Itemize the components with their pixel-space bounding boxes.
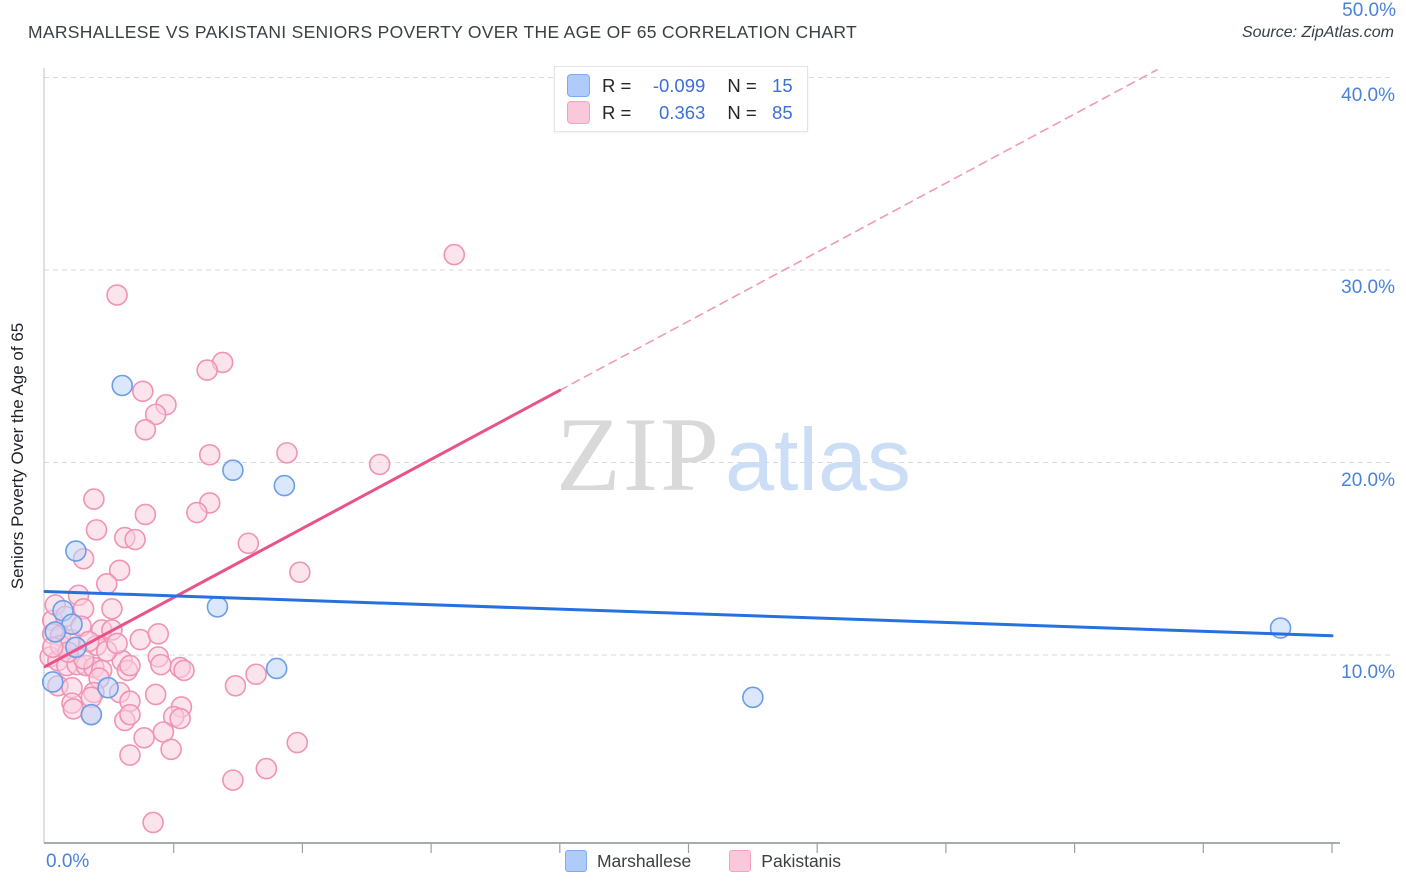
trend-line-marshallese-solid [43, 589, 1334, 638]
data-point-pakistanis [289, 561, 311, 584]
r-label: R = [602, 74, 632, 96]
data-point-marshallese [80, 703, 103, 726]
data-point-marshallese [111, 374, 134, 397]
data-point-pakistanis [173, 659, 195, 682]
data-point-marshallese [742, 686, 764, 709]
y-axis-tick-label-30.0%: 30.0% [1341, 277, 1395, 298]
r-value-marshallese: -0.099 [652, 74, 706, 96]
n-value-marshallese: 15 [772, 74, 793, 96]
data-point-pakistanis [276, 442, 298, 464]
data-point-pakistanis [83, 488, 105, 510]
data-point-pakistanis [134, 418, 157, 441]
data-point-pakistanis [124, 528, 146, 551]
data-point-pakistanis [368, 453, 391, 476]
marshallese-swatch-icon [567, 74, 590, 97]
data-point-pakistanis [132, 380, 154, 403]
data-point-marshallese [222, 459, 244, 482]
data-point-pakistanis [224, 674, 247, 697]
data-point-marshallese [273, 474, 296, 497]
data-point-pakistanis [108, 559, 131, 582]
data-point-pakistanis [134, 503, 157, 526]
data-point-marshallese [65, 540, 87, 562]
data-point-marshallese [206, 596, 229, 618]
y-axis-tick-label-40.0%: 40.0% [1341, 84, 1395, 106]
data-point-pakistanis [147, 623, 170, 645]
data-point-pakistanis [144, 683, 167, 706]
data-point-marshallese [44, 621, 67, 643]
data-point-pakistanis [95, 572, 118, 595]
data-point-pakistanis [101, 597, 123, 620]
pakistanis-legend-label: Pakistanis [761, 850, 842, 871]
data-point-pakistanis [106, 632, 128, 655]
data-point-pakistanis [129, 628, 152, 651]
data-point-pakistanis [198, 443, 221, 466]
marshallese-legend-swatch-icon [564, 850, 587, 872]
data-point-pakistanis [245, 663, 267, 686]
data-point-pakistanis [150, 653, 172, 676]
data-point-pakistanis [62, 698, 85, 720]
source-label: Source: ZipAtlas.com [1241, 24, 1394, 41]
data-point-pakistanis [106, 284, 128, 306]
data-point-pakistanis [222, 769, 244, 791]
data-point-marshallese [41, 671, 64, 693]
pakistanis-swatch-icon [567, 101, 590, 124]
chart-title: MARSHALLESE VS PAKISTANI SENIORS POVERTY… [28, 22, 857, 42]
y-axis-tick-label-20.0%: 20.0% [1341, 469, 1395, 491]
data-point-pakistanis [186, 501, 208, 524]
trend-line-pakistanis-dashed [558, 69, 1158, 392]
data-point-pakistanis [237, 532, 260, 555]
data-point-pakistanis [142, 811, 164, 834]
n-label: N = [727, 101, 757, 123]
legend-row-pakistanis: R = 0.363 N = 85 [567, 101, 793, 124]
data-point-pakistanis [119, 703, 141, 726]
data-point-pakistanis [443, 243, 466, 266]
legend-row-marshallese: R = -0.099 N = 15 [567, 74, 793, 97]
data-point-pakistanis [286, 731, 309, 754]
data-point-pakistanis [196, 359, 218, 381]
data-point-pakistanis [169, 707, 191, 730]
data-point-marshallese [97, 676, 119, 699]
x-axis-label-min: 0.0% [46, 851, 90, 872]
data-point-pakistanis [133, 726, 155, 749]
chart-legend: Marshallese Pakistanis [0, 850, 1406, 872]
n-value-pakistanis: 85 [772, 101, 793, 123]
y-axis-tick-label-10.0%: 10.0% [1341, 662, 1395, 683]
data-point-pakistanis [119, 654, 141, 677]
trend-line-pakistanis-solid [43, 388, 562, 669]
data-point-pakistanis [160, 738, 182, 761]
x-axis-label-max: 50.0% [1342, 0, 1396, 21]
correlation-legend-box: R = -0.099 N = 15 R = 0.363 N = 85 [554, 66, 808, 132]
n-label: N = [727, 74, 757, 96]
data-point-pakistanis [255, 757, 278, 780]
data-point-pakistanis [144, 403, 167, 426]
r-label: R = [602, 101, 632, 123]
r-value-pakistanis: 0.363 [659, 101, 706, 123]
data-point-pakistanis [119, 744, 141, 766]
data-point-pakistanis [85, 519, 108, 541]
data-point-marshallese [265, 657, 288, 680]
pakistanis-legend-swatch-icon [729, 850, 752, 872]
marshallese-legend-label: Marshallese [596, 850, 692, 871]
